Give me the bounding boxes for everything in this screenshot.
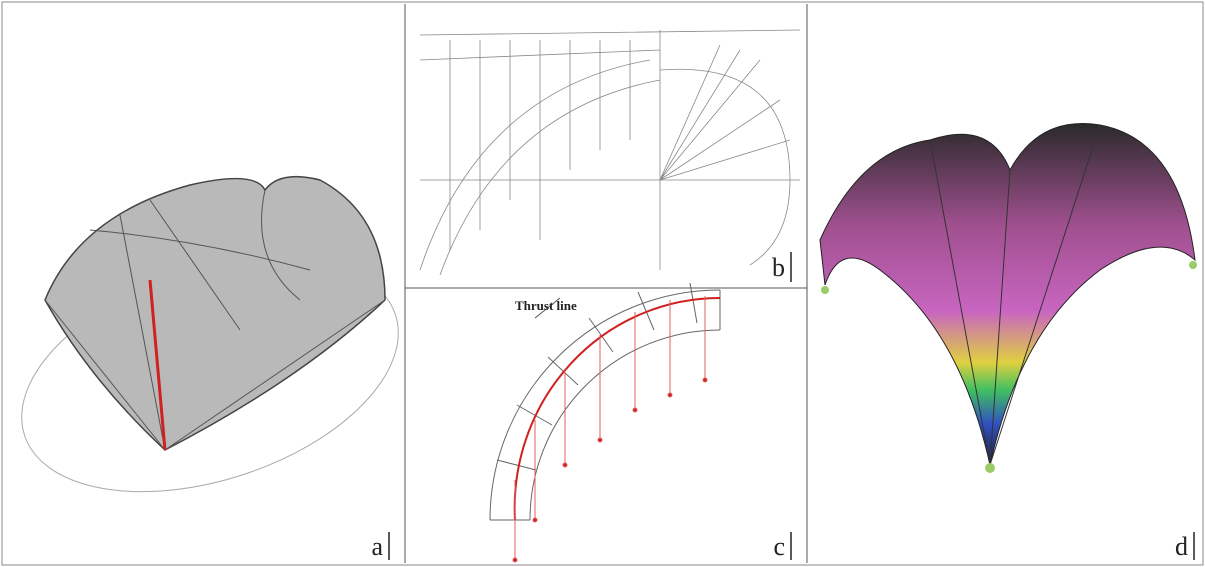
load-arrows — [513, 296, 707, 562]
panel-label: b — [772, 253, 785, 282]
figure: a b Thrust line c — [0, 0, 1205, 567]
force-polygon — [660, 45, 790, 180]
panel-label: d — [1175, 532, 1188, 561]
panel-c: Thrust line c — [490, 283, 791, 562]
arch-intrados — [530, 330, 720, 520]
panel-a: a — [0, 177, 428, 561]
dome — [45, 177, 385, 450]
arch-extrados — [490, 290, 720, 520]
grid-lines — [420, 30, 800, 270]
voussoir-joints — [490, 283, 720, 520]
shell — [820, 123, 1195, 465]
thrust-line — [515, 298, 720, 520]
arch-curve — [440, 80, 660, 275]
panel-label: c — [773, 532, 785, 561]
panel-b: b — [420, 30, 800, 282]
panel-label: a — [371, 532, 383, 561]
annotation: Thrust line — [515, 298, 577, 313]
panel-d: d — [820, 123, 1197, 561]
